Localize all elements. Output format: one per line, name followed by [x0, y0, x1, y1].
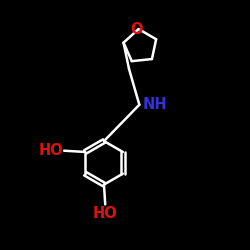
Text: HO: HO	[93, 206, 118, 221]
Text: NH: NH	[143, 97, 168, 112]
Text: HO: HO	[38, 143, 63, 158]
Text: O: O	[130, 22, 142, 36]
